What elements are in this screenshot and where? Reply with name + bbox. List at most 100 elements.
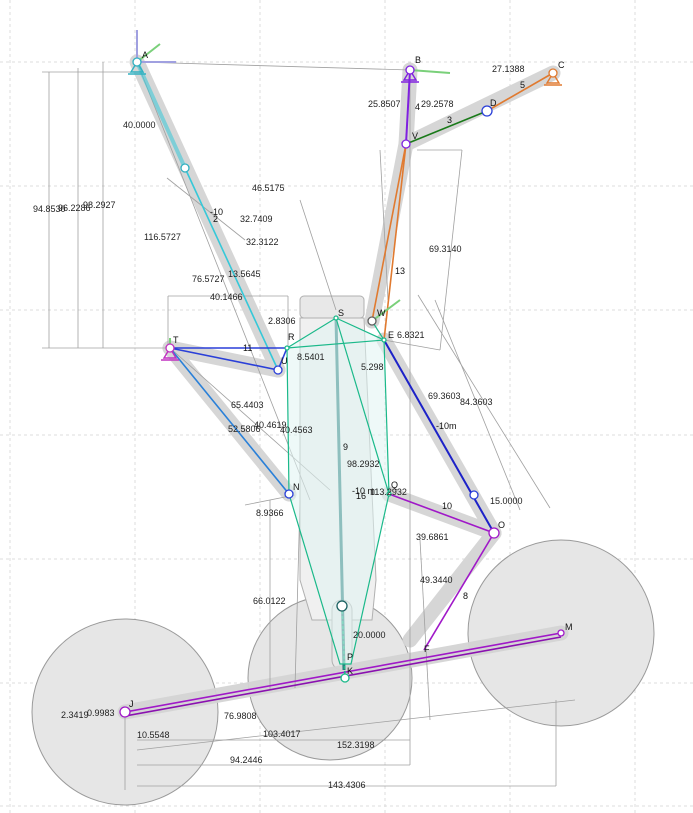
label-W: W [377,308,386,318]
link-V-D [405,110,488,145]
link-number-16: 16 [356,491,366,501]
link-number-11: 11 [243,343,252,353]
dim-65-4403: 65.4403 [231,400,264,410]
label-B: B [415,55,421,65]
dim-98-2932: 98.2932 [347,459,380,469]
joint-W [367,316,377,326]
label-U: U [281,356,288,366]
link-number-9: 9 [343,442,348,452]
dim-0-9983: 0.9983 [87,708,115,718]
dim-32-3122: 32.3122 [246,237,279,247]
dim-103-4017: 103.4017 [263,729,301,739]
dim-20: 20.0000 [353,630,386,640]
label-N: N [293,482,300,492]
label-Q: Q [391,480,398,490]
dim-40-4563: 40.4563 [280,425,313,435]
link-E-O [383,339,495,534]
joint-T [165,343,175,353]
dim-40-4619: 40.4619 [254,420,287,430]
dim-84-3603: 84.3603 [460,397,493,407]
joint-A [132,57,142,67]
green-frame [286,317,390,665]
dim-66-0122: 66.0122 [253,596,286,606]
dim-8-5401: 8.5401 [297,352,325,362]
dim-13-5645: 13.5645 [228,269,261,279]
joint-J [119,706,131,718]
joint-N [284,489,294,499]
dimension-lines [42,61,576,790]
label-R: R [288,332,295,342]
joint-E [381,337,387,343]
dim-6-8321: 6.8321 [397,330,425,340]
joints [119,57,565,718]
joint-M [557,629,565,637]
label-D: D [490,98,497,108]
link-cyan-lower [184,167,279,371]
dim-98-2927: 98.2927 [83,200,116,210]
link-number-13: 13 [395,266,405,276]
label-S: S [338,308,344,318]
joint-Q [386,491,392,497]
link-number-2: 2 [213,214,218,224]
dim-152-3198: 152.3198 [337,740,375,750]
label-K: K [347,666,353,676]
link-V-E [383,143,407,341]
joint-P-upper [336,600,348,612]
dim-94-2446: 94.2446 [230,755,263,765]
joint-blue-O [469,490,479,500]
dim-39-6861: 39.6861 [416,532,449,542]
label-P: P [347,652,353,662]
link-number-m10c: -10 m [352,486,375,496]
label-O: O [498,520,505,530]
dim-69-3603: 69.3603 [428,391,461,401]
label-C: C [558,60,565,70]
link-number-3: 3 [447,115,452,125]
link-O-F [423,532,495,651]
dim-76-5727: 76.5727 [192,274,225,284]
dim-40-1466: 40.1466 [210,292,243,302]
dim-96-2286: 96.2286 [58,203,91,213]
link-O-Q [388,493,495,534]
ground-symbols [128,30,562,361]
dim-10-5548: 10.5548 [137,730,170,740]
dim-143-4306: 143.4306 [328,780,366,790]
joint-O [488,527,500,539]
joint-R [284,345,290,351]
link-number-m10b: -10m [436,421,457,431]
label-M: M [565,622,573,632]
link-number-10: 10 [442,501,452,511]
dim-49-3440: 49.3440 [420,575,453,585]
dim-76-9808: 76.9808 [224,711,257,721]
dim-113-2932: 113.2932 [370,487,407,497]
link-J-M-a [124,632,562,713]
dim-2-8306: 2.8306 [268,316,296,326]
joint-C [548,68,558,78]
label-A: A [142,50,148,60]
joint-B [405,65,415,75]
label-T: T [173,335,179,345]
dim-15: 15.0000 [490,496,523,506]
dim-32-7409: 32.7409 [240,214,273,224]
dim-27-1388: 27.1388 [492,64,525,74]
joint-U [273,365,283,375]
label-F: F [424,644,430,654]
joint-K [340,673,350,683]
dim-5-298: 5.298 [361,362,384,372]
joint-D [481,105,493,117]
dim-29-2578: 29.2578 [421,99,454,109]
link-number-8: 8 [463,591,468,601]
link-number-5: 5 [520,80,525,90]
dim-40: 40.0000 [123,120,156,130]
label-J: J [129,699,134,709]
link-T-N [169,347,290,495]
dimension-values: 40.0000 94.8530 96.2286 98.2927 116.5727… [33,64,525,790]
link-number-m10a: -10 [210,207,223,217]
point-labels: A B C D V W S E R U T N Q O P K F M J [129,50,573,709]
joint-cyan-mid [180,163,190,173]
dim-116-5727: 116.5727 [144,232,181,242]
link-D-C [486,72,554,112]
dim-2-3419: 2.3419 [61,710,89,720]
dim-69-3140: 69.3140 [429,244,462,254]
link-T-U [169,347,279,371]
